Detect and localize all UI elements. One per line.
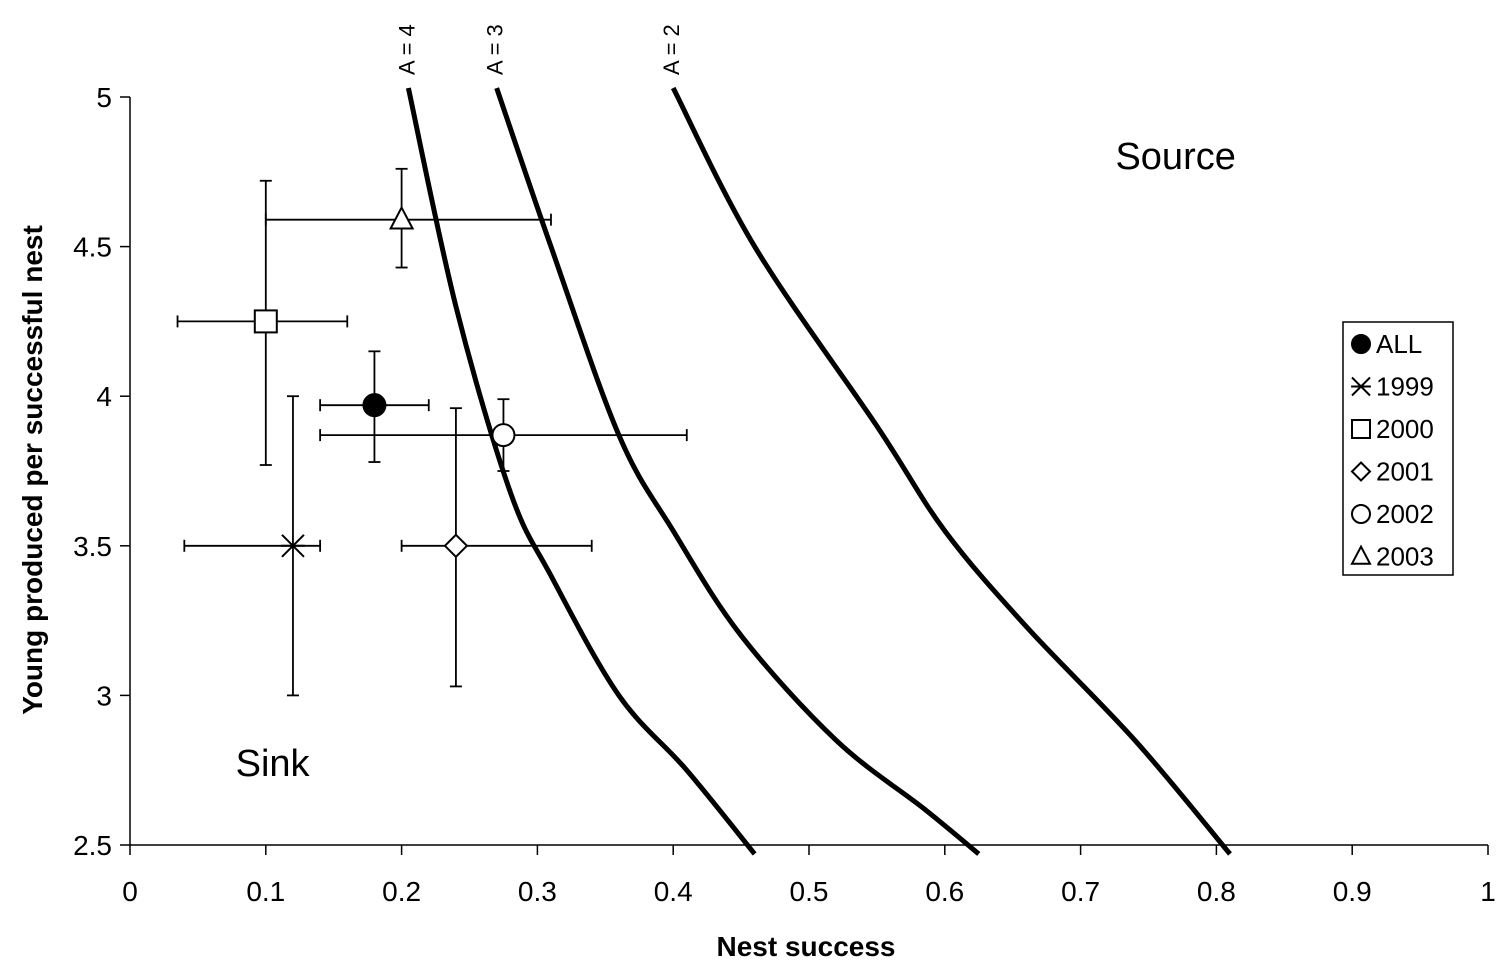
marker-2003 (388, 205, 415, 230)
marker-2001 (443, 533, 469, 559)
y-tick-label: 2.5 (73, 830, 112, 861)
curve-labels: A = 4 A = 3 A = 2 (394, 24, 684, 75)
legend-marker-2003 (1350, 544, 1372, 565)
x-tick-label: 0.8 (1197, 876, 1236, 907)
legend-marker-1999 (1351, 376, 1371, 397)
axes (129, 97, 1488, 846)
error-bars (176, 167, 688, 697)
curve-A3 (494, 87, 981, 856)
x-tick-label: 0.4 (654, 876, 693, 907)
marker-2002 (491, 423, 516, 448)
legend-entry: 2001 (1376, 457, 1434, 487)
tick-marks (120, 96, 1489, 855)
legend-marker-2001 (1350, 461, 1372, 482)
tick-labels: 0 0.1 0.2 0.3 0.4 0.5 0.6 0.7 0.8 0.9 1 2.5 3 3.5 4 4.5… (73, 82, 1496, 907)
x-tick-label: 0.6 (925, 876, 964, 907)
legend-marker-ALL (1351, 334, 1371, 354)
region-label-sink: Sink (236, 743, 311, 785)
legend-entry: 1999 (1376, 372, 1434, 402)
y-tick-label: 3 (96, 680, 112, 711)
curve-label: A = 4 (394, 24, 419, 75)
legend-marker-2000 (1351, 419, 1371, 439)
data-markers (253, 205, 516, 559)
marker-ALL (362, 393, 387, 418)
legend-entry: ALL (1376, 329, 1422, 359)
x-tick-label: 0 (122, 876, 138, 907)
x-tick-label: 0.1 (246, 876, 285, 907)
region-annotations: Source Sink (236, 136, 1236, 785)
marker-1999 (280, 534, 306, 558)
y-tick-label: 4 (96, 381, 112, 412)
legend-entry: 2000 (1376, 414, 1434, 444)
y-tick-label: 5 (96, 82, 112, 113)
legend-box (1342, 321, 1454, 576)
y-tick-label: 4.5 (73, 232, 112, 263)
y-axis-title: Young produced per successful nest (17, 225, 48, 715)
marker-2000 (253, 309, 278, 334)
curve-A2 (670, 86, 1232, 856)
x-tick-label: 0.5 (790, 876, 829, 907)
x-tick-label: 1 (1480, 876, 1496, 907)
x-axis-title: Nest success (716, 931, 895, 962)
x-tick-label: 0.3 (518, 876, 557, 907)
legend: ALL 1999 2000 2001 2002 2003 (1342, 321, 1454, 576)
curve-A4 (405, 87, 757, 856)
y-tick-label: 3.5 (73, 531, 112, 562)
curve-label: A = 2 (659, 24, 684, 75)
curve-label: A = 3 (483, 24, 508, 75)
iso-curves (405, 86, 1232, 856)
x-tick-label: 0.7 (1061, 876, 1100, 907)
legend-entry: 2002 (1376, 499, 1434, 529)
x-tick-label: 0.2 (382, 876, 421, 907)
region-label-source: Source (1115, 136, 1235, 178)
x-tick-label: 0.9 (1333, 876, 1372, 907)
legend-marker-2002 (1351, 504, 1371, 524)
legend-entry: 2003 (1376, 542, 1434, 572)
